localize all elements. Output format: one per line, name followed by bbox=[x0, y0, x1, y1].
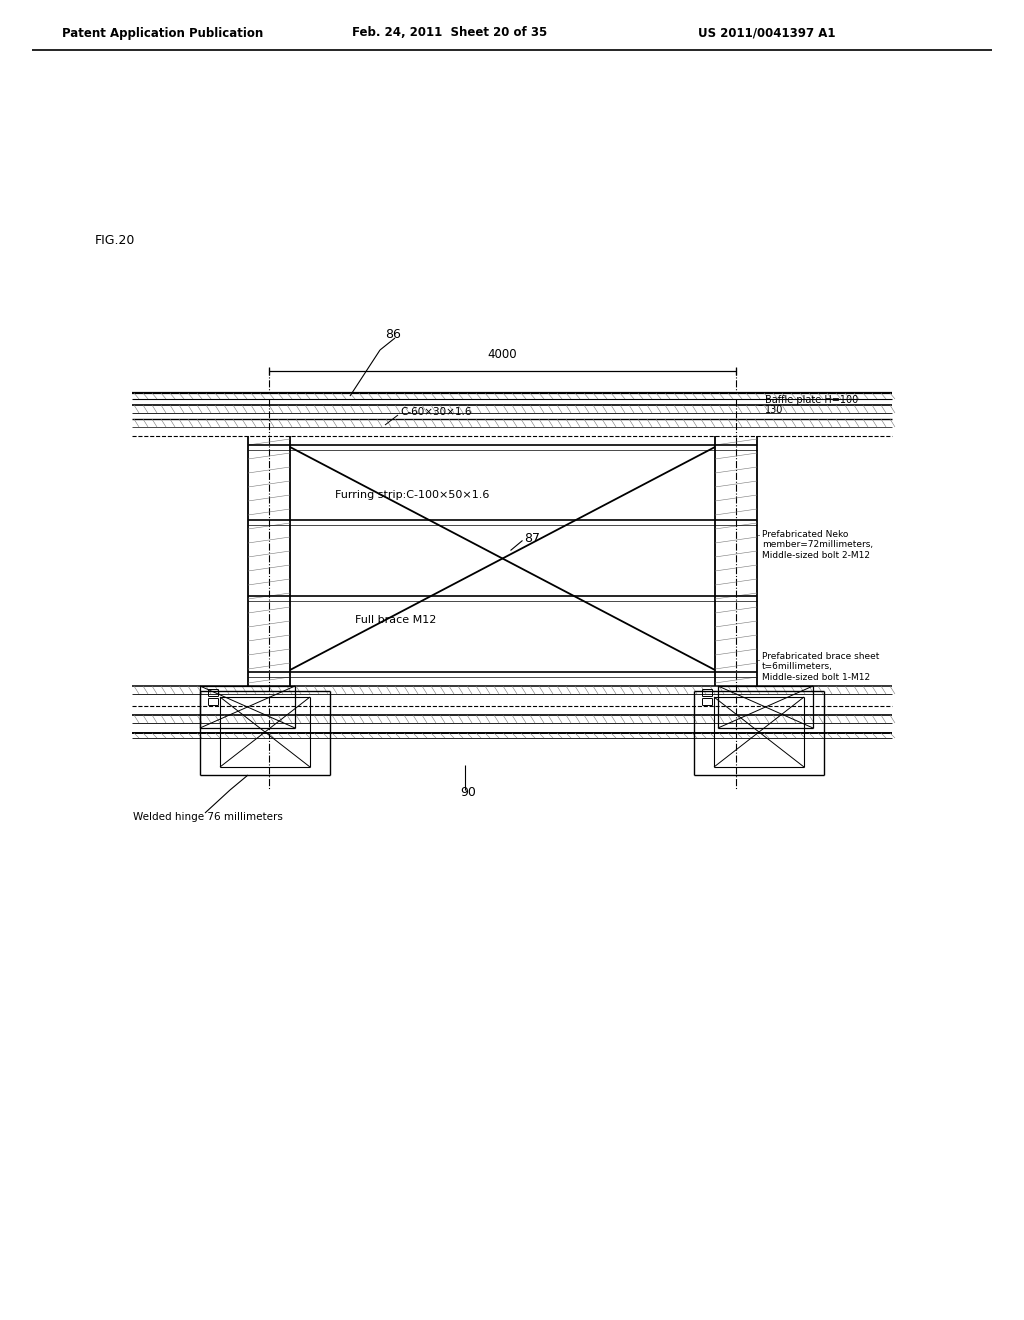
Text: Full brace M12: Full brace M12 bbox=[355, 615, 436, 624]
Text: Welded hinge 76 millimeters: Welded hinge 76 millimeters bbox=[133, 812, 283, 822]
Text: 4000: 4000 bbox=[487, 348, 517, 360]
Text: FIG.20: FIG.20 bbox=[95, 234, 135, 247]
Text: Prefabricated Neko
member=72millimeters,
Middle-sized bolt 2-M12: Prefabricated Neko member=72millimeters,… bbox=[762, 531, 873, 560]
Text: C-60×30×1.6: C-60×30×1.6 bbox=[400, 407, 471, 417]
Text: 87: 87 bbox=[524, 532, 541, 545]
Text: 90: 90 bbox=[460, 787, 476, 800]
Text: Patent Application Publication: Patent Application Publication bbox=[62, 26, 263, 40]
Text: Feb. 24, 2011  Sheet 20 of 35: Feb. 24, 2011 Sheet 20 of 35 bbox=[352, 26, 547, 40]
Text: Prefabricated brace sheet
t=6millimeters,
Middle-sized bolt 1-M12: Prefabricated brace sheet t=6millimeters… bbox=[762, 652, 880, 682]
Text: 86: 86 bbox=[385, 329, 400, 342]
Text: US 2011/0041397 A1: US 2011/0041397 A1 bbox=[698, 26, 836, 40]
Text: 130: 130 bbox=[765, 405, 783, 414]
Text: Baffle plate H=100: Baffle plate H=100 bbox=[765, 395, 858, 405]
Text: Furring strip:C-100×50×1.6: Furring strip:C-100×50×1.6 bbox=[335, 490, 489, 500]
